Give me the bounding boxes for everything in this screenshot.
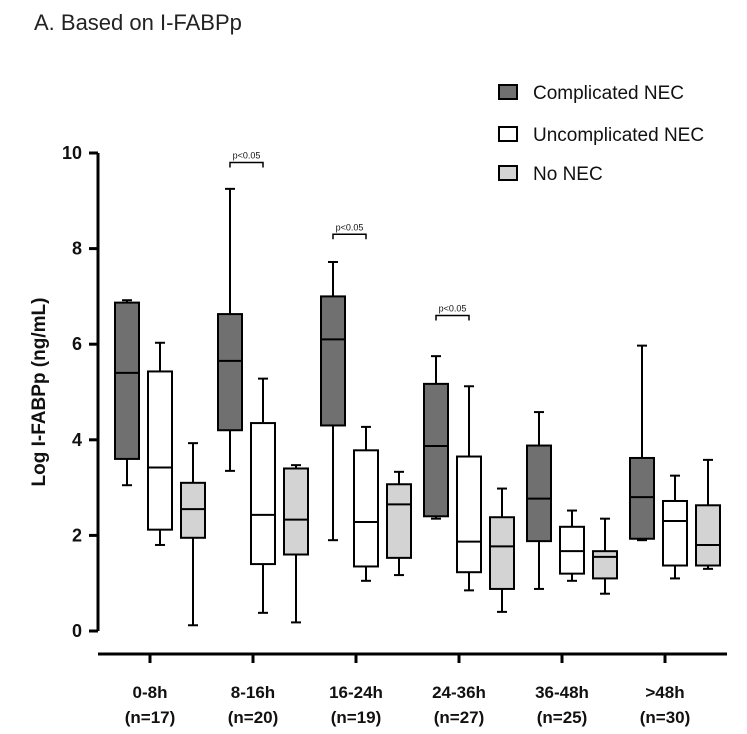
plot-area [114, 187, 721, 627]
box-0-1 [217, 187, 243, 472]
x-tick-label-n: (n=19) [331, 708, 382, 727]
y-tick-label: 2 [72, 525, 82, 545]
significance-label: p<0.05 [336, 222, 364, 232]
box-1-5 [662, 474, 688, 580]
chart-title: A. Based on I-FABPp [34, 10, 242, 35]
box-iqr [217, 313, 243, 432]
box-2-1 [283, 464, 309, 624]
box-2-5 [695, 458, 721, 570]
box-1-0 [147, 341, 173, 546]
box-iqr [526, 444, 552, 543]
y-tick-label: 10 [62, 143, 82, 163]
y-tick-label: 0 [72, 621, 82, 641]
box-iqr [283, 467, 309, 556]
x-tick-label-n: (n=17) [125, 708, 176, 727]
box-iqr [629, 456, 655, 540]
box-0-3 [423, 355, 449, 520]
box-2-3 [489, 487, 515, 613]
significance-label: p<0.05 [233, 151, 261, 161]
y-tick-label: 8 [72, 239, 82, 259]
x-tick-label-time: 16-24h [329, 683, 383, 702]
box-2-2 [386, 470, 412, 577]
x-tick-label-time: 8-16h [231, 683, 275, 702]
box-2-0 [180, 442, 206, 627]
box-iqr [180, 481, 206, 539]
box-iqr [489, 516, 515, 590]
box-0-2 [320, 260, 346, 542]
legend-swatch [498, 126, 518, 142]
box-0-5 [629, 344, 655, 542]
legend-swatch [498, 165, 518, 181]
box-iqr [250, 422, 276, 566]
significance-label: p<0.05 [439, 304, 467, 314]
legend-label: No NEC [533, 164, 603, 185]
box-iqr [456, 455, 482, 574]
x-tick-label-time: >48h [645, 683, 684, 702]
box-1-3 [456, 385, 482, 592]
y-axis: 0 2 4 6 8 10 Log I-FABPp (ng/mL) [29, 143, 100, 641]
y-tick-label: 4 [72, 430, 82, 450]
x-tick-label-time: 0-8h [133, 683, 168, 702]
significance-bracket [332, 233, 367, 240]
box-iqr [114, 301, 140, 460]
x-tick-label-n: (n=20) [228, 708, 279, 727]
legend: Complicated NEC Uncomplicated NEC No NEC [498, 83, 704, 185]
legend-label: Complicated NEC [533, 83, 684, 104]
x-tick-label-n: (n=30) [640, 708, 691, 727]
x-tick-label-time: 36-48h [535, 683, 589, 702]
box-iqr [386, 483, 412, 559]
box-iqr [423, 382, 449, 518]
x-axis: 0-8h (n=17) 8-16h (n=20) 16-24h (n=19) 24-36h (… [98, 652, 727, 727]
box-iqr [147, 370, 173, 531]
y-tick-label: 6 [72, 334, 82, 354]
box-iqr [320, 295, 346, 427]
significance-bracket [229, 161, 264, 168]
box-iqr [592, 550, 618, 580]
box-1-4 [559, 509, 585, 582]
legend-label: Uncomplicated NEC [533, 125, 704, 146]
y-axis-label: Log I-FABPp (ng/mL) [29, 298, 50, 487]
box-2-4 [592, 517, 618, 595]
x-tick-label-n: (n=25) [537, 708, 588, 727]
box-1-2 [353, 425, 379, 582]
x-tick-label-n: (n=27) [434, 708, 485, 727]
box-0-4 [526, 411, 552, 590]
annotations: p<0.05 p<0.05 p<0.05 [229, 151, 470, 321]
legend-swatch [498, 84, 518, 100]
box-0-0 [114, 299, 140, 487]
box-iqr [695, 504, 721, 567]
box-iqr [353, 449, 379, 568]
box-1-1 [250, 377, 276, 614]
significance-bracket [435, 314, 470, 321]
x-tick-label-time: 24-36h [432, 683, 486, 702]
box-iqr [662, 499, 688, 567]
